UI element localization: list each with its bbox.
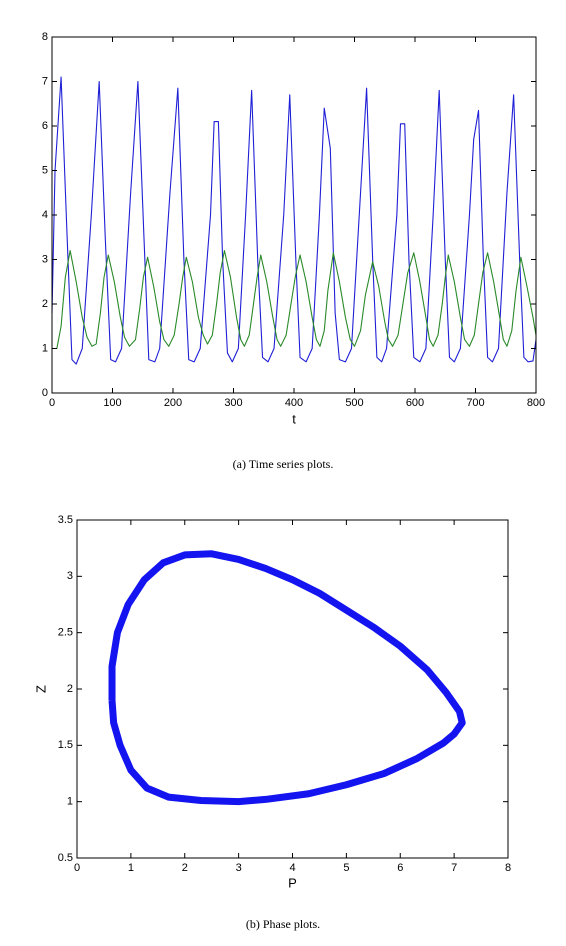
x-tick-label: 200	[164, 397, 182, 409]
x-tick-label: 1	[128, 862, 134, 874]
y-tick-label: 1	[42, 342, 48, 354]
y-tick-label: 3	[67, 570, 73, 582]
y-tick-label: 2	[42, 298, 48, 310]
x-tick-label: 0	[74, 862, 80, 874]
y-tick-label: 0	[42, 387, 48, 399]
y-tick-label: 3	[42, 253, 48, 265]
y-tick-label: 6	[42, 120, 48, 132]
x-tick-label: 6	[397, 862, 403, 874]
x-tick-label: 7	[451, 862, 457, 874]
x-tick-label: 800	[527, 397, 545, 409]
y-tick-label: 1.5	[58, 739, 73, 751]
y-tick-label: 5	[42, 164, 48, 176]
y-tick-label: 2	[67, 683, 73, 695]
x-tick-label: 700	[466, 397, 484, 409]
series-line	[51, 76, 537, 365]
x-tick-label: 4	[289, 862, 295, 874]
x-axis-label: t	[292, 411, 296, 426]
y-tick-label: 3.5	[58, 514, 73, 526]
x-tick-label: 5	[343, 862, 349, 874]
y-tick-label: 4	[42, 209, 48, 221]
y-axis-label: Z	[33, 685, 48, 693]
x-tick-label: 0	[49, 397, 55, 409]
x-tick-label: 600	[406, 397, 424, 409]
x-tick-label: 8	[505, 862, 511, 874]
x-axis-label: P	[288, 875, 297, 890]
x-tick-label: 100	[103, 397, 121, 409]
x-tick-label: 400	[285, 397, 303, 409]
y-tick-label: 2.5	[58, 627, 73, 639]
caption: (b) Phase plots.	[246, 917, 320, 931]
y-tick-label: 1	[67, 796, 73, 808]
x-tick-label: 300	[224, 397, 242, 409]
series-line	[108, 550, 466, 806]
x-tick-label: 500	[345, 397, 363, 409]
x-tick-label: 3	[236, 862, 242, 874]
y-tick-label: 0.5	[58, 852, 73, 864]
y-tick-label: 8	[42, 31, 48, 43]
caption: (a) Time series plots.	[233, 457, 334, 471]
x-tick-label: 2	[182, 862, 188, 874]
y-tick-label: 7	[42, 75, 48, 87]
series-line	[52, 250, 537, 350]
